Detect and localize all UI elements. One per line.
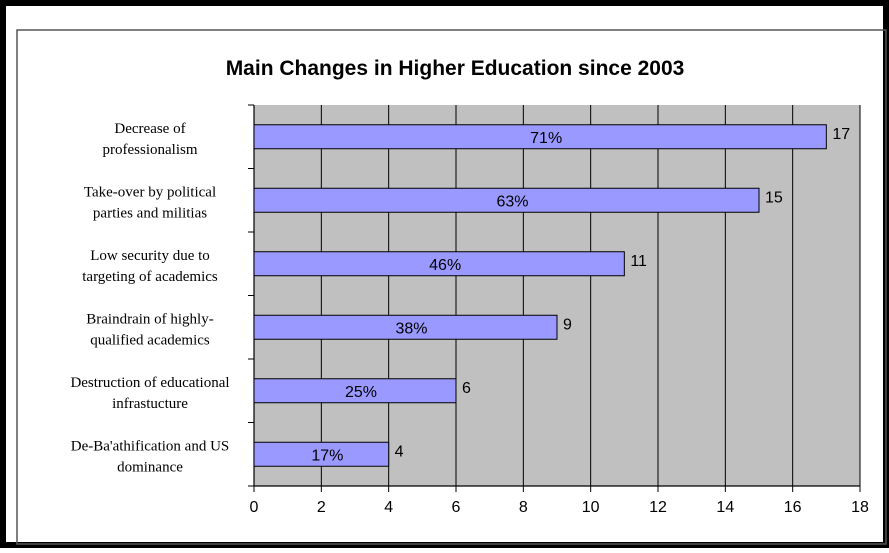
x-tick-label: 4 (384, 499, 393, 516)
bar (253, 187, 760, 213)
plot-area: 0 2 4 6 8 10 12 14 16 18 71% 17 Decrease of professio… (70, 104, 869, 516)
bar-value-label: 17 (832, 126, 850, 143)
plot-background (254, 105, 860, 486)
bar (253, 124, 827, 150)
category-label: Braindrain of highly-qualified academics (86, 311, 213, 348)
x-tick-label: 6 (452, 499, 461, 516)
bar-value-label: 4 (395, 443, 404, 460)
category-label: Decrease of professionalism (103, 121, 198, 158)
x-tick-label: 10 (582, 499, 600, 516)
category-label: Destruction of educational infrastucture (70, 375, 229, 412)
category-label-line: Destruction of educational (70, 375, 229, 391)
category-label-line: Decrease of (114, 121, 185, 137)
category-label-line: dominance (117, 459, 183, 475)
bar-value-label: 6 (462, 380, 471, 397)
category-label-line: infrastucture (112, 396, 188, 412)
bar-value-label: 11 (630, 253, 647, 270)
x-tick-label: 2 (317, 499, 326, 516)
category-label-line: qualified academics (90, 332, 210, 348)
bar-percent-label: 25% (345, 384, 377, 401)
bar (253, 314, 558, 340)
bar (253, 251, 625, 277)
bar-percent-label: 46% (429, 257, 461, 274)
x-tick-label: 14 (716, 499, 734, 516)
category-label-line: targeting of academics (82, 269, 218, 285)
category-label-line: Braindrain of highly- (86, 311, 213, 327)
bar (253, 378, 457, 404)
bar-value-label: 9 (563, 316, 572, 333)
x-tick-label: 0 (250, 499, 259, 516)
bar-percent-label: 17% (311, 447, 343, 464)
bar-percent-label: 38% (395, 320, 427, 337)
x-tick-label: 8 (519, 499, 528, 516)
chart-title: Main Changes in Higher Education since 2… (226, 57, 685, 80)
category-label: Take-over by political parties and militi… (84, 184, 216, 221)
bar-value-label: 15 (765, 189, 783, 206)
category-label: Low security due to targeting of academic… (82, 248, 218, 285)
x-tick-label: 12 (649, 499, 667, 516)
bar-percent-label: 63% (496, 193, 528, 210)
category-label-line: professionalism (103, 142, 198, 158)
bar (253, 441, 390, 467)
category-label-line: De-Ba'athification and US (71, 438, 230, 454)
category-label-line: Take-over by political (84, 184, 216, 200)
x-tick-label: 18 (851, 499, 869, 516)
category-label: De-Ba'athification and US dominance (71, 438, 230, 475)
x-tick-label: 16 (784, 499, 802, 516)
category-label-line: parties and militias (93, 205, 207, 221)
bar-percent-label: 71% (530, 130, 562, 147)
inner-border (16, 29, 887, 545)
category-label-line: Low security due to (90, 248, 210, 264)
